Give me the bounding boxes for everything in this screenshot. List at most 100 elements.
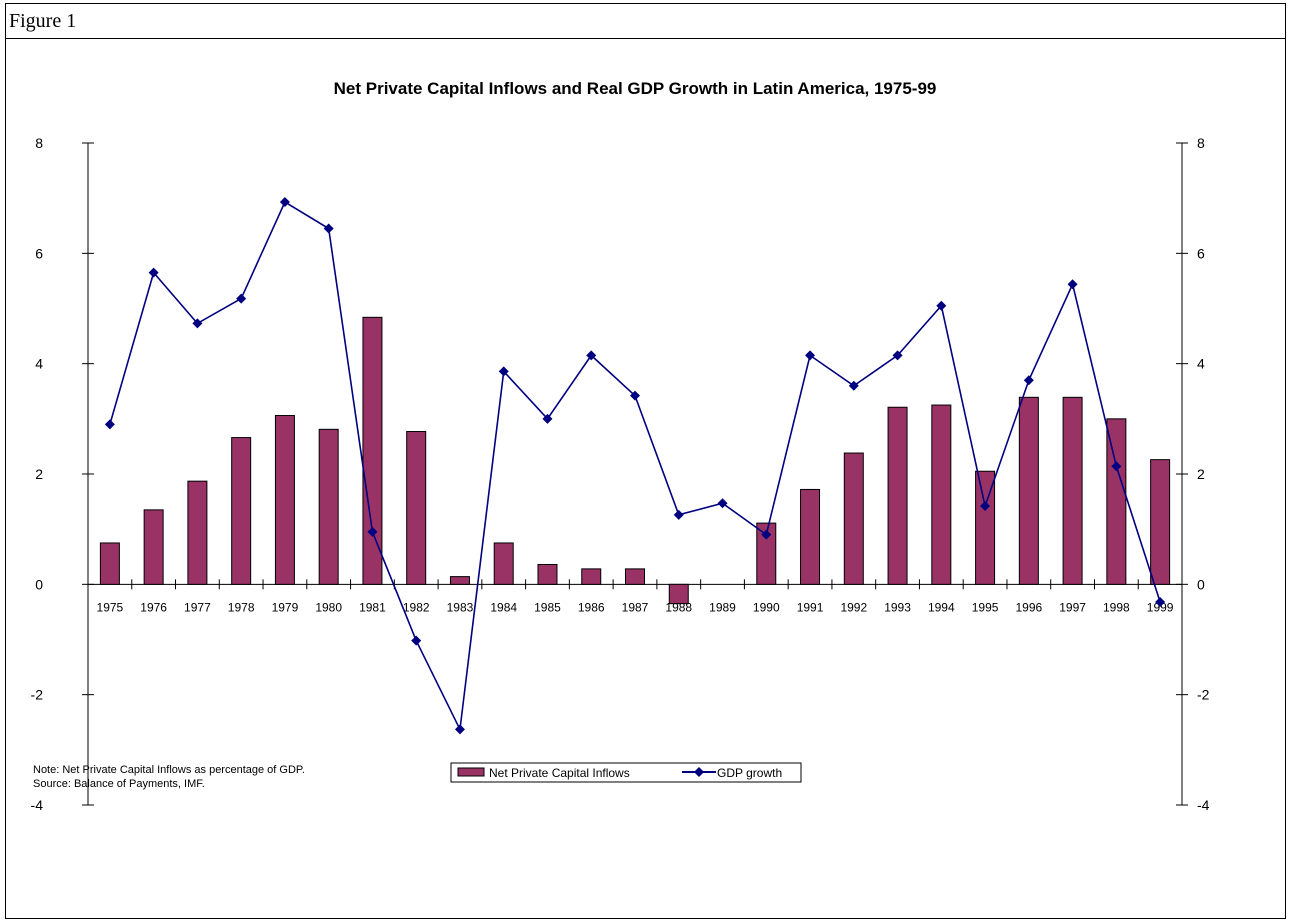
bar — [449, 576, 470, 585]
left-y-tick-label: -4 — [31, 797, 44, 813]
bar — [143, 509, 164, 585]
bar — [1062, 396, 1083, 585]
gdp-point — [236, 293, 247, 304]
left-y-tick-label: -2 — [31, 687, 44, 703]
x-tick-label: 1975 — [97, 600, 124, 614]
right-y-tick-label: 8 — [1197, 135, 1205, 151]
bar — [406, 431, 427, 585]
x-tick-label: 1978 — [228, 600, 255, 614]
bar — [187, 480, 208, 585]
x-tick-label: 1994 — [928, 600, 955, 614]
left-y-tick-label: 8 — [35, 135, 43, 151]
chart-title: Net Private Capital Inflows and Real GDP… — [334, 79, 937, 98]
right-y-tick-label: -2 — [1197, 687, 1210, 703]
bar — [887, 406, 908, 585]
legend: Net Private Capital Inflows GDP growth — [450, 762, 802, 783]
gdp-point — [673, 509, 684, 520]
bar — [1018, 396, 1039, 585]
gdp-point — [367, 526, 378, 537]
gdp-point — [104, 419, 115, 430]
x-tick-label: 1997 — [1059, 600, 1086, 614]
x-tick-label: 1998 — [1103, 600, 1130, 614]
gdp-point — [411, 635, 422, 646]
bar — [800, 488, 821, 585]
x-tick-label: 1986 — [578, 600, 605, 614]
x-tick-label: 1987 — [622, 600, 649, 614]
bar — [975, 470, 996, 585]
gdp-point — [1023, 375, 1034, 386]
notes: Note: Net Private Capital Inflows as per… — [33, 763, 305, 791]
gdp-point — [279, 197, 290, 208]
right-y-tick-label: 2 — [1197, 466, 1205, 482]
x-tick-label: 1988 — [665, 600, 692, 614]
bar — [625, 568, 645, 585]
gdp-point — [630, 390, 640, 401]
gdp-point — [498, 366, 509, 377]
x-tick-label: 1976 — [140, 600, 167, 614]
x-tick-label: 1983 — [447, 600, 474, 614]
bar — [843, 452, 864, 585]
right-y-tick-label: 0 — [1197, 576, 1205, 592]
gdp-point — [717, 498, 728, 509]
gdp-point — [323, 223, 334, 234]
bar — [274, 415, 295, 585]
x-tick-label: 1989 — [709, 600, 736, 614]
left-y-tick-label: 4 — [35, 356, 43, 372]
x-tick-label: 1982 — [403, 600, 430, 614]
figure-frame: Figure 1 — [5, 3, 1286, 919]
x-tick-label: 1977 — [184, 600, 211, 614]
x-tick-label: 1979 — [272, 600, 299, 614]
left-y-tick-label: 2 — [35, 466, 43, 482]
bar — [493, 542, 514, 585]
x-tick-label: 1991 — [797, 600, 824, 614]
source-line: Source: Balance of Payments, IMF. — [33, 778, 205, 790]
legend-line-label: GDP growth — [717, 766, 782, 780]
bar — [362, 316, 383, 585]
bar — [668, 583, 689, 605]
x-tick-label: 1995 — [972, 600, 999, 614]
x-tick-label: 1993 — [884, 600, 911, 614]
legend-bar-label: Net Private Capital Inflows — [489, 766, 630, 780]
bar — [1150, 459, 1171, 585]
x-tick-label: 1981 — [359, 600, 386, 614]
left-y-tick-label: 0 — [35, 576, 43, 592]
gdp-point — [1111, 461, 1122, 472]
gdp-point — [892, 350, 903, 361]
note-line: Note: Net Private Capital Inflows as per… — [33, 764, 305, 776]
gdp-point — [936, 300, 947, 311]
axes: -4 -4 -2 -2 0 0 2 2 4 4 6 6 8 8 — [31, 135, 1210, 813]
right-y-tick-label: 4 — [1197, 356, 1205, 372]
bar — [756, 522, 777, 585]
gdp-point — [148, 267, 159, 278]
legend-box — [450, 762, 802, 783]
x-tick-label: 1999 — [1147, 600, 1174, 614]
gdp-point — [454, 724, 465, 735]
bar — [99, 542, 120, 585]
x-tick-label: 1990 — [753, 600, 780, 614]
gdp-point — [980, 500, 991, 511]
bar — [318, 428, 339, 585]
x-tick-label: 1984 — [490, 600, 517, 614]
gdp-point — [805, 350, 816, 361]
bar — [537, 563, 558, 585]
gdp-point — [1067, 279, 1078, 290]
gdp-line-series — [104, 197, 1166, 735]
bar — [1106, 418, 1127, 585]
legend-line-marker — [694, 767, 704, 777]
x-tick-label: 1996 — [1015, 600, 1042, 614]
legend-bar-swatch — [457, 767, 485, 777]
gdp-point — [586, 350, 597, 361]
left-y-tick-label: 6 — [35, 245, 43, 261]
bar-series — [99, 316, 1171, 605]
x-tick-label: 1985 — [534, 600, 561, 614]
gdp-point — [848, 380, 859, 391]
right-y-tick-label: -4 — [1197, 797, 1210, 813]
figure-label: Figure 1 — [6, 4, 1285, 39]
right-y-tick-label: 6 — [1197, 245, 1205, 261]
gdp-line — [109, 200, 1161, 733]
bar — [231, 437, 252, 585]
gdp-point — [1155, 596, 1166, 607]
bar — [931, 404, 952, 585]
x-tick-label: 1980 — [315, 600, 342, 614]
